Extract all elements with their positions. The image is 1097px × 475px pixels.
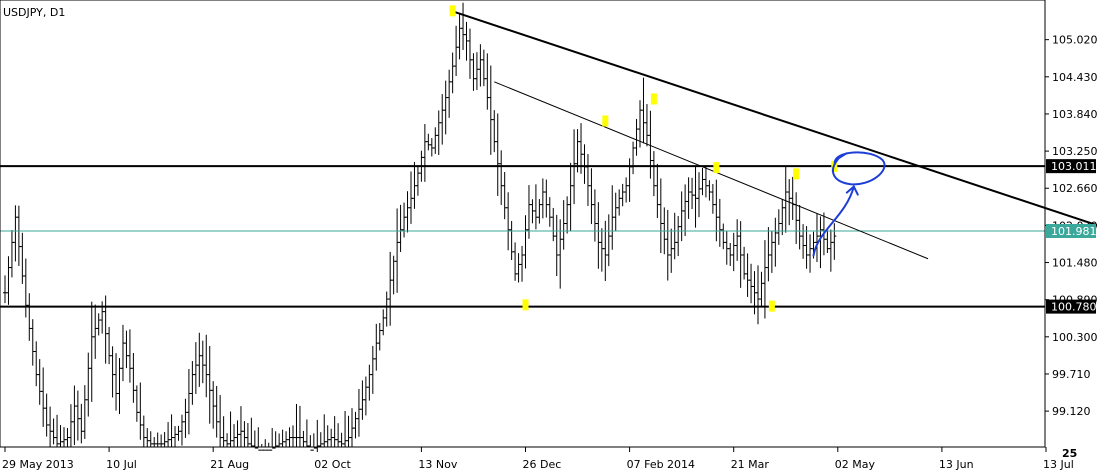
x-tick-label: 13 Jul [1043, 458, 1074, 471]
x-tick-label: 21 Mar [731, 458, 770, 471]
corner-label: 25 [1062, 447, 1077, 460]
pivot-marker [522, 299, 529, 311]
pivot-marker [449, 5, 456, 17]
x-tick-label: 02 Oct [314, 458, 351, 471]
pivot-marker [602, 115, 609, 127]
annotation-circle [832, 151, 886, 186]
price-box [1046, 223, 1096, 238]
y-tick-label: 103.840 [1052, 108, 1097, 121]
pivot-marker [713, 162, 720, 174]
x-tick-label: 26 Dec [523, 458, 562, 471]
y-axis: 105.020104.430103.840103.250102.660102.0… [1044, 0, 1097, 447]
x-axis: 29 May 2013 10 Jul 21 Aug 02 Oct 13 Nov 26 De… [0, 446, 1074, 471]
y-tick-label: 104.430 [1052, 71, 1097, 84]
annotation-arrowhead [845, 184, 859, 196]
x-tick-label: 13 Nov [418, 458, 457, 471]
y-tick-label: 101.480 [1052, 257, 1097, 270]
price-box [1046, 159, 1096, 174]
x-tick-label: 13 Jun [939, 458, 974, 471]
x-tick-label: 07 Feb 2014 [627, 458, 695, 471]
price-box-label: 103.011 [1051, 160, 1097, 173]
x-tick-label: 10 Jul [106, 458, 137, 471]
price-box-label: 100.780 [1051, 301, 1097, 314]
y-tick-label: 105.020 [1052, 34, 1097, 47]
price-box-label: 101.981 [1051, 225, 1097, 238]
price-box [1046, 299, 1096, 314]
hand-drawn-annotation [812, 151, 886, 257]
pivot-marker [793, 168, 800, 180]
y-tick-label: 103.250 [1052, 145, 1097, 158]
chart-title: USDJPY, D1 [3, 6, 65, 19]
x-tick-label: 02 May [835, 458, 876, 471]
price-bars [3, 2, 837, 451]
y-tick-label: 99.120 [1052, 405, 1091, 418]
annotation-arrow [812, 185, 855, 257]
x-tick-label: 29 May 2013 [2, 458, 74, 471]
y-tick-label: 102.660 [1052, 182, 1097, 195]
pivot-marker [650, 93, 657, 105]
y-tick-label: 99.710 [1052, 368, 1091, 381]
x-tick-label: 21 Aug [210, 458, 249, 471]
trendline [494, 81, 929, 260]
ohlc-bar [832, 223, 837, 260]
pivot-marker [768, 300, 775, 312]
y-tick-label: 100.300 [1052, 331, 1097, 344]
